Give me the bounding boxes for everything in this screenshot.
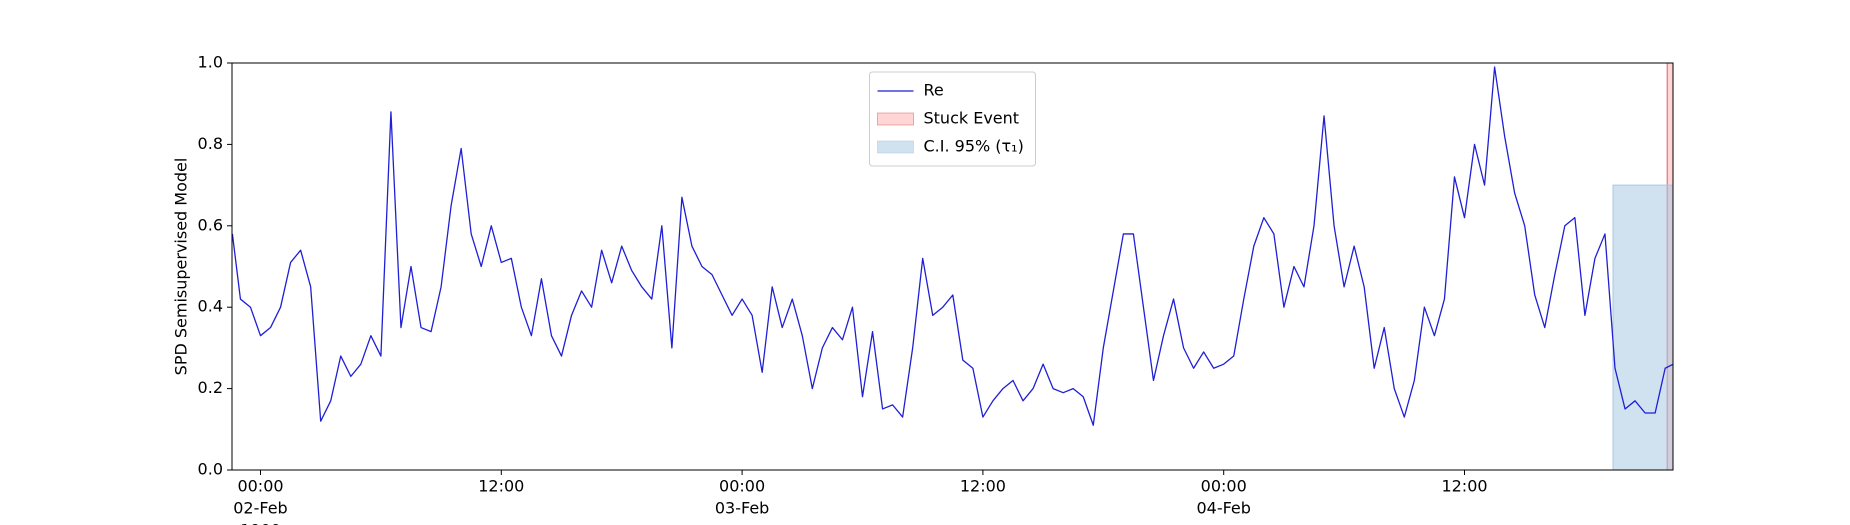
y-tick-label: 0.8 (198, 134, 223, 153)
plot-frame (231, 62, 1674, 471)
x-tick-label: 00:00 (719, 477, 765, 496)
y-axis-label: SPD Semisupervised Model (172, 158, 191, 376)
data-line (231, 66, 1674, 426)
x-tick-label: 00:00 (1201, 477, 1247, 496)
x-tick-label: 1900 (240, 521, 281, 525)
x-tick-label: 04-Feb (1196, 499, 1250, 518)
y-tick-label: 1.0 (198, 53, 223, 72)
legend-label: Re (924, 81, 944, 100)
x-tick-label: 12:00 (478, 477, 524, 496)
x-tick-label: 12:00 (960, 477, 1006, 496)
x-tick-label: 02-Feb (233, 499, 287, 518)
y-tick-label: 0.6 (198, 215, 223, 234)
x-tick-label: 12:00 (1441, 477, 1487, 496)
x-tick-label: 00:00 (237, 477, 283, 496)
legend-label: Stuck Event (924, 109, 1020, 128)
legend-patch (877, 112, 914, 126)
y-tick-label: 0.4 (198, 297, 223, 316)
x-tick-label: 03-Feb (715, 499, 769, 518)
legend-patch (877, 140, 914, 154)
y-tick-label: 0.2 (198, 378, 223, 397)
y-tick-label: 0.0 (198, 460, 223, 479)
legend-label: C.I. 95% (τ₁) (924, 137, 1024, 156)
shaded-span (1612, 184, 1674, 471)
